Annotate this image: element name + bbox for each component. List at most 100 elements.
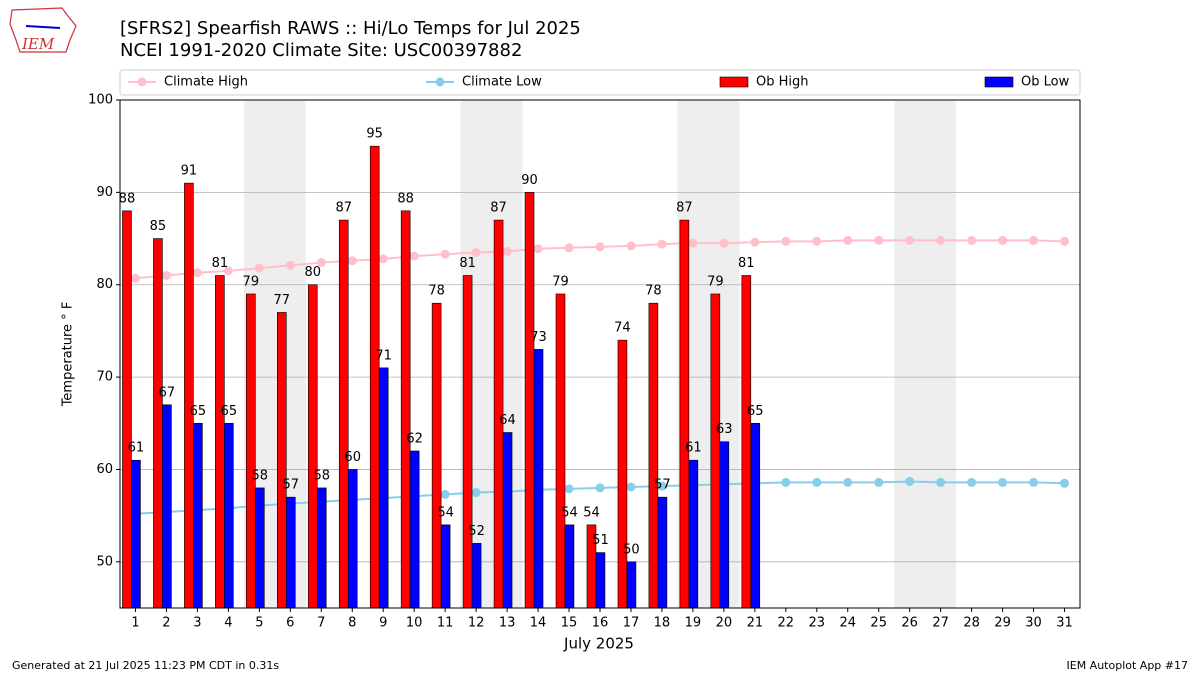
plot-frame bbox=[119, 99, 1081, 609]
bar bbox=[741, 275, 752, 609]
bar bbox=[679, 219, 690, 609]
value-label: 57 bbox=[654, 478, 671, 493]
value-label: 78 bbox=[645, 284, 662, 299]
value-label: 80 bbox=[304, 265, 321, 280]
point bbox=[564, 484, 574, 494]
x-tick-label: 19 bbox=[685, 616, 702, 631]
value-label: 61 bbox=[685, 441, 702, 456]
x-tick-label: 9 bbox=[379, 616, 387, 631]
x-tick-label: 27 bbox=[932, 616, 949, 631]
value-label: 62 bbox=[406, 431, 423, 446]
point bbox=[905, 476, 915, 486]
point bbox=[750, 237, 760, 247]
point bbox=[595, 483, 605, 493]
x-tick-label: 14 bbox=[530, 616, 547, 631]
value-label: 65 bbox=[190, 404, 207, 419]
bar bbox=[378, 367, 389, 609]
value-label: 88 bbox=[119, 191, 136, 206]
value-label: 81 bbox=[459, 256, 476, 271]
logo-line bbox=[25, 25, 61, 29]
point bbox=[874, 477, 884, 487]
bar bbox=[657, 496, 668, 609]
x-tick-label: 18 bbox=[654, 616, 671, 631]
legend-label: Climate Low bbox=[462, 75, 542, 90]
bar bbox=[462, 275, 473, 609]
x-tick-label: 30 bbox=[1025, 616, 1042, 631]
value-label: 85 bbox=[150, 219, 167, 234]
footer-right: IEM Autoplot App #17 bbox=[1067, 659, 1189, 672]
value-label: 87 bbox=[490, 201, 507, 216]
value-label: 81 bbox=[738, 256, 755, 271]
value-label: 63 bbox=[716, 422, 733, 437]
bar bbox=[564, 524, 575, 609]
value-label: 90 bbox=[521, 173, 538, 188]
bar bbox=[617, 339, 628, 609]
bar bbox=[285, 496, 296, 609]
bar bbox=[338, 219, 349, 609]
value-label: 50 bbox=[623, 542, 640, 557]
bar bbox=[555, 293, 566, 609]
legend-label: Climate High bbox=[164, 75, 248, 90]
y-tick-label: 70 bbox=[96, 370, 113, 385]
y-tick-label: 60 bbox=[96, 462, 113, 477]
point bbox=[254, 263, 264, 273]
value-label: 79 bbox=[552, 274, 569, 289]
x-tick-label: 25 bbox=[870, 616, 887, 631]
point bbox=[905, 235, 915, 245]
bar bbox=[277, 312, 287, 609]
value-label: 58 bbox=[252, 468, 269, 483]
bar bbox=[122, 210, 132, 609]
logo: IEM bbox=[9, 7, 77, 53]
point bbox=[657, 239, 667, 249]
bar bbox=[316, 487, 327, 609]
bar bbox=[710, 293, 721, 609]
value-label: 54 bbox=[437, 505, 454, 520]
bar bbox=[595, 552, 606, 609]
x-tick-label: 10 bbox=[406, 616, 423, 631]
point bbox=[719, 238, 729, 248]
x-tick-label: 26 bbox=[901, 616, 918, 631]
value-label: 95 bbox=[366, 127, 383, 142]
value-label: 79 bbox=[243, 274, 260, 289]
legend-marker bbox=[435, 77, 445, 87]
value-label: 64 bbox=[499, 413, 516, 428]
value-label: 58 bbox=[313, 468, 330, 483]
point bbox=[998, 477, 1008, 487]
legend bbox=[119, 69, 1081, 96]
point bbox=[781, 477, 791, 487]
point bbox=[936, 235, 946, 245]
value-label: 60 bbox=[344, 450, 361, 465]
point bbox=[533, 244, 543, 254]
value-label: 78 bbox=[428, 284, 445, 299]
bar bbox=[688, 459, 699, 609]
value-label: 73 bbox=[530, 330, 547, 345]
chart-subtitle: NCEI 1991-2020 Climate Site: USC00397882 bbox=[120, 40, 522, 61]
x-tick-label: 29 bbox=[994, 616, 1011, 631]
x-tick-label: 5 bbox=[255, 616, 263, 631]
footer-left: Generated at 21 Jul 2025 11:23 PM CDT in… bbox=[12, 659, 279, 672]
point bbox=[471, 488, 481, 498]
point bbox=[1029, 477, 1039, 487]
value-label: 54 bbox=[583, 505, 600, 520]
value-label: 61 bbox=[128, 441, 145, 456]
value-label: 57 bbox=[282, 478, 299, 493]
point bbox=[223, 266, 233, 276]
bar bbox=[193, 422, 203, 609]
bar bbox=[224, 422, 234, 609]
point bbox=[781, 236, 791, 246]
x-tick-label: 23 bbox=[809, 616, 826, 631]
point bbox=[812, 477, 822, 487]
point bbox=[1029, 235, 1039, 245]
point bbox=[936, 477, 946, 487]
point bbox=[316, 258, 326, 268]
bar bbox=[215, 275, 225, 609]
point bbox=[192, 268, 202, 278]
x-axis-label: July 2025 bbox=[563, 635, 634, 653]
y-axis-label: Temperature ° F bbox=[61, 302, 76, 408]
point bbox=[285, 260, 295, 270]
value-label: 77 bbox=[274, 293, 291, 308]
point bbox=[130, 273, 140, 283]
point bbox=[409, 251, 419, 261]
bar bbox=[750, 422, 761, 609]
